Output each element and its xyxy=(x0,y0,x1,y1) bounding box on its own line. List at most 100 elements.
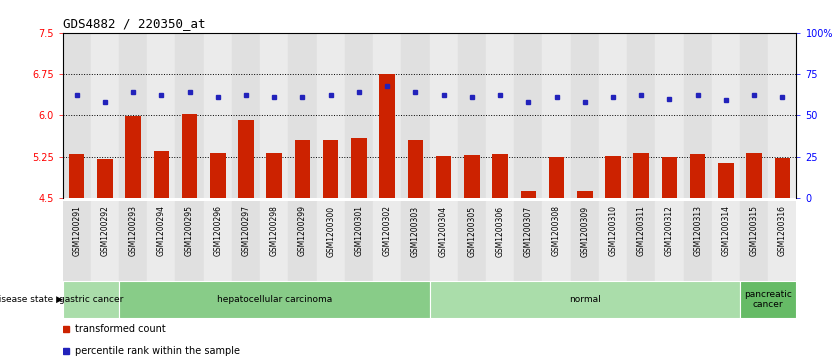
Text: GSM1200305: GSM1200305 xyxy=(467,205,476,257)
Bar xyxy=(599,33,627,198)
Text: GSM1200310: GSM1200310 xyxy=(609,205,617,256)
Bar xyxy=(401,201,430,281)
Bar xyxy=(203,201,232,281)
Text: GSM1200316: GSM1200316 xyxy=(778,205,786,256)
Bar xyxy=(289,33,317,198)
Text: GSM1200303: GSM1200303 xyxy=(411,205,420,257)
Text: GSM1200292: GSM1200292 xyxy=(100,205,109,256)
Bar xyxy=(656,201,684,281)
Bar xyxy=(175,33,203,198)
Bar xyxy=(458,201,486,281)
Bar xyxy=(436,156,451,198)
Bar xyxy=(69,154,84,198)
Text: GSM1200291: GSM1200291 xyxy=(73,205,81,256)
Bar xyxy=(542,201,570,281)
Text: GSM1200308: GSM1200308 xyxy=(552,205,561,256)
Bar xyxy=(577,191,592,198)
Bar xyxy=(203,33,232,198)
Text: GSM1200294: GSM1200294 xyxy=(157,205,166,256)
Text: GSM1200302: GSM1200302 xyxy=(383,205,392,256)
Bar xyxy=(175,201,203,281)
Bar xyxy=(267,153,282,198)
Bar xyxy=(148,33,175,198)
Bar xyxy=(153,151,169,198)
Text: GSM1200313: GSM1200313 xyxy=(693,205,702,256)
Text: GSM1200311: GSM1200311 xyxy=(636,205,646,256)
Bar xyxy=(239,120,254,198)
Text: GSM1200312: GSM1200312 xyxy=(665,205,674,256)
Bar xyxy=(125,117,141,198)
Bar xyxy=(317,33,344,198)
Bar xyxy=(690,154,706,198)
Text: GSM1200296: GSM1200296 xyxy=(214,205,223,256)
Bar xyxy=(605,156,620,198)
Bar xyxy=(464,155,480,198)
Bar xyxy=(458,33,486,198)
Bar xyxy=(711,201,740,281)
Bar xyxy=(344,33,373,198)
Text: GSM1200300: GSM1200300 xyxy=(326,205,335,257)
Bar xyxy=(520,191,536,198)
Bar xyxy=(684,33,711,198)
Text: pancreatic
cancer: pancreatic cancer xyxy=(744,290,792,309)
Bar xyxy=(63,201,91,281)
Bar xyxy=(711,33,740,198)
Bar xyxy=(775,158,790,198)
Bar xyxy=(634,153,649,198)
Text: GSM1200309: GSM1200309 xyxy=(580,205,590,257)
Bar xyxy=(627,33,656,198)
Bar xyxy=(210,153,225,198)
Text: GSM1200304: GSM1200304 xyxy=(440,205,448,257)
Bar xyxy=(768,201,796,281)
Bar xyxy=(599,201,627,281)
Bar xyxy=(289,201,317,281)
Bar xyxy=(515,33,542,198)
Text: percentile rank within the sample: percentile rank within the sample xyxy=(75,346,240,356)
Bar xyxy=(740,281,796,318)
Bar xyxy=(63,281,119,318)
Bar xyxy=(768,33,796,198)
Bar xyxy=(718,163,734,198)
Bar xyxy=(570,33,599,198)
Text: disease state ▶: disease state ▶ xyxy=(0,295,63,304)
Text: GSM1200307: GSM1200307 xyxy=(524,205,533,257)
Text: normal: normal xyxy=(569,295,600,304)
Text: GSM1200299: GSM1200299 xyxy=(298,205,307,256)
Bar xyxy=(260,33,289,198)
Text: GSM1200293: GSM1200293 xyxy=(128,205,138,256)
Text: hepatocellular carcinoma: hepatocellular carcinoma xyxy=(217,295,332,304)
Bar xyxy=(746,153,762,198)
Bar xyxy=(91,201,119,281)
Bar xyxy=(740,201,768,281)
Bar xyxy=(182,114,198,198)
Bar xyxy=(379,74,395,198)
Text: transformed count: transformed count xyxy=(75,325,166,334)
Bar xyxy=(492,154,508,198)
Bar xyxy=(119,201,148,281)
Text: GSM1200298: GSM1200298 xyxy=(269,205,279,256)
Bar xyxy=(430,33,458,198)
Text: GSM1200315: GSM1200315 xyxy=(750,205,759,256)
Bar xyxy=(515,201,542,281)
Text: GDS4882 / 220350_at: GDS4882 / 220350_at xyxy=(63,17,205,30)
Bar xyxy=(232,201,260,281)
Bar xyxy=(344,201,373,281)
Bar xyxy=(232,33,260,198)
Bar xyxy=(97,159,113,198)
Bar xyxy=(408,140,423,198)
Bar xyxy=(260,201,289,281)
Bar xyxy=(549,156,565,198)
Bar xyxy=(119,281,430,318)
Bar xyxy=(430,281,740,318)
Bar xyxy=(684,201,711,281)
Bar xyxy=(740,33,768,198)
Bar xyxy=(486,201,515,281)
Bar xyxy=(627,201,656,281)
Bar xyxy=(323,140,339,198)
Bar xyxy=(351,138,367,198)
Bar xyxy=(373,33,401,198)
Bar xyxy=(486,33,515,198)
Text: GSM1200297: GSM1200297 xyxy=(242,205,250,256)
Text: gastric cancer: gastric cancer xyxy=(58,295,123,304)
Bar xyxy=(317,201,344,281)
